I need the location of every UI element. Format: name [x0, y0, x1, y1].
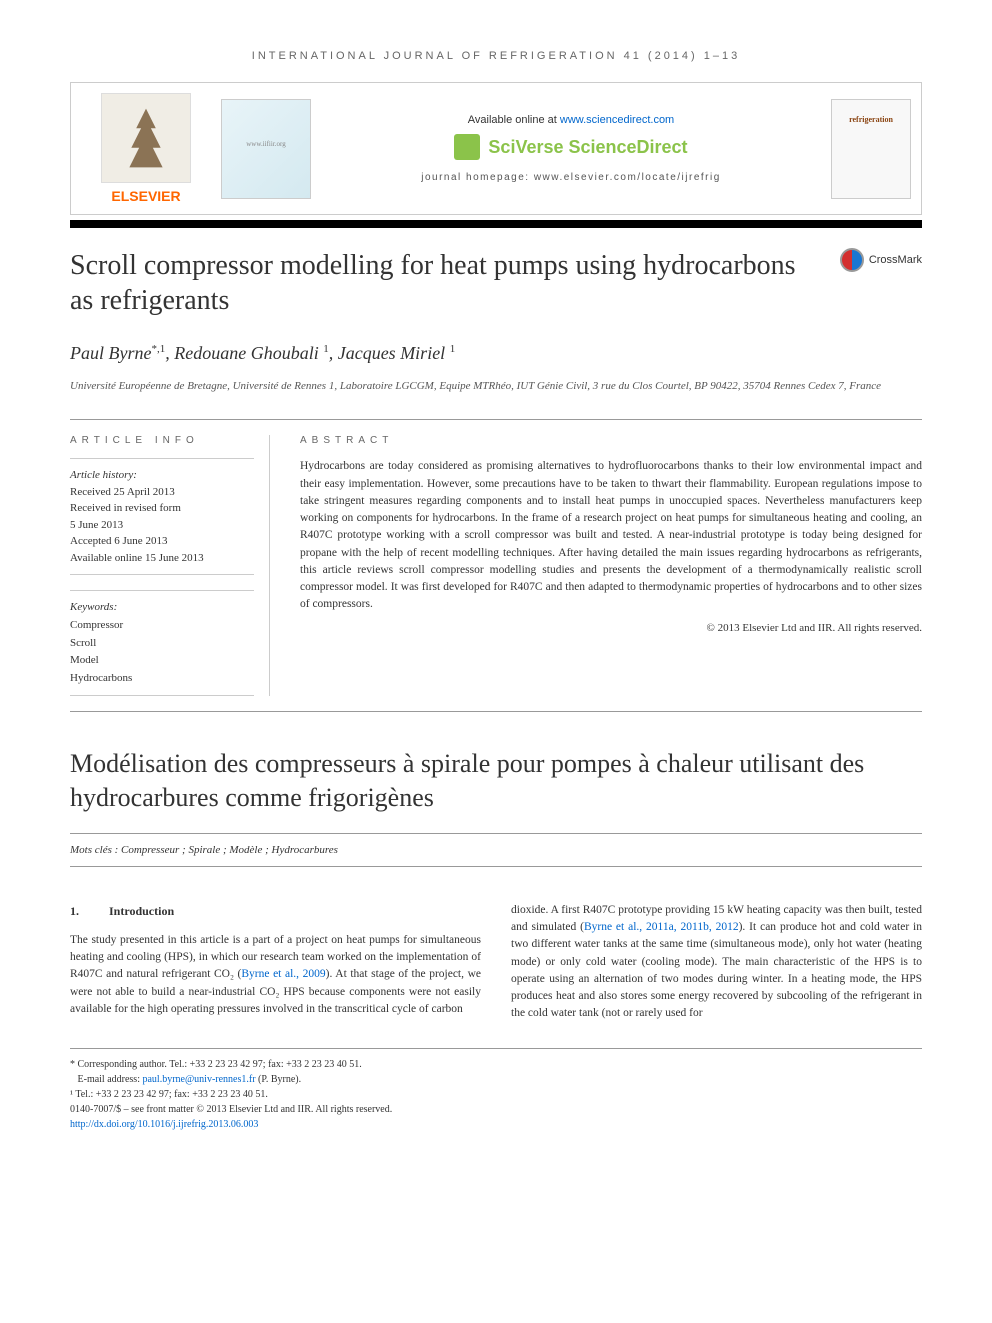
crossmark-label: CrossMark — [869, 254, 922, 266]
journal-running-header: INTERNATIONAL JOURNAL OF REFRIGERATION 4… — [70, 50, 922, 62]
abstract-copyright: © 2013 Elsevier Ltd and IIR. All rights … — [300, 622, 922, 634]
journal-homepage-label: journal homepage: www.elsevier.com/locat… — [311, 172, 831, 183]
body-column-right: dioxide. A first R407C prototype providi… — [511, 902, 922, 1023]
corresponding-author-note: * Corresponding author. Tel.: +33 2 23 2… — [70, 1057, 922, 1072]
keyword-1: Compressor — [70, 619, 123, 631]
author-2: Redouane Ghoubali — [174, 343, 318, 363]
intro-para-right: dioxide. A first R407C prototype providi… — [511, 902, 922, 1023]
intro-para-left: The study presented in this article is a… — [70, 932, 481, 1018]
french-title: Modélisation des compresseurs à spirale … — [70, 747, 922, 815]
abstract-label: ABSTRACT — [300, 435, 922, 446]
author-2-sup: 1 — [323, 343, 329, 355]
received-date: Received 25 April 2013 — [70, 486, 175, 498]
footnotes: * Corresponding author. Tel.: +33 2 23 2… — [70, 1048, 922, 1132]
body-column-left: 1. Introduction The study presented in th… — [70, 902, 481, 1023]
iir-logo-block: www.iifiir.org — [221, 99, 311, 199]
sciverse-icon — [454, 134, 480, 160]
sciencedirect-link[interactable]: www.sciencedirect.com — [560, 114, 674, 126]
publisher-banner: ELSEVIER www.iifiir.org Available online… — [70, 82, 922, 215]
email-author-suffix: (P. Byrne). — [256, 1074, 302, 1085]
title-rule — [70, 220, 922, 228]
mots-cles: Mots clés : Compresseur ; Spirale ; Modè… — [70, 833, 922, 867]
crossmark-icon — [840, 248, 864, 272]
body-columns: 1. Introduction The study presented in th… — [70, 902, 922, 1023]
keywords-heading: Keywords: — [70, 601, 117, 613]
body-text-2b: ). It can produce hot and cold water in … — [511, 921, 922, 1019]
banner-center: Available online at www.sciencedirect.co… — [311, 114, 831, 183]
available-label: Available online at — [468, 114, 560, 126]
available-online-text: Available online at www.sciencedirect.co… — [311, 114, 831, 126]
abstract-column: ABSTRACT Hydrocarbons are today consider… — [300, 435, 922, 696]
revised-label: Received in revised form — [70, 502, 181, 514]
citation-byrne-2011[interactable]: Byrne et al., 2011a, 2011b, 2012 — [584, 921, 739, 933]
email-line: E-mail address: paul.byrne@univ-rennes1.… — [70, 1072, 922, 1087]
article-title: Scroll compressor modelling for heat pum… — [70, 248, 820, 318]
history-heading: Article history: — [70, 469, 137, 481]
author-email-link[interactable]: paul.byrne@univ-rennes1.fr — [142, 1074, 255, 1085]
abstract-text: Hydrocarbons are today considered as pro… — [300, 458, 922, 613]
footnote-1: ¹ Tel.: +33 2 23 23 42 97; fax: +33 2 23… — [70, 1087, 922, 1102]
online-date: Available online 15 June 2013 — [70, 552, 204, 564]
elsevier-label: ELSEVIER — [81, 188, 211, 204]
revised-date: 5 June 2013 — [70, 519, 123, 531]
section-1-heading: 1. Introduction — [70, 902, 481, 920]
author-3: Jacques Miriel — [338, 343, 445, 363]
section-number: 1. — [70, 902, 79, 920]
author-1-sup: *,1 — [151, 343, 165, 355]
crossmark-badge[interactable]: CrossMark — [840, 248, 922, 272]
author-3-sup: 1 — [450, 343, 456, 355]
email-label: E-mail address: — [78, 1074, 143, 1085]
sciverse-brand: SciVerse ScienceDirect — [454, 134, 687, 160]
accepted-date: Accepted 6 June 2013 — [70, 535, 167, 547]
keywords-block: Keywords: Compressor Scroll Model Hydroc… — [70, 590, 254, 696]
citation-byrne-2009[interactable]: Byrne et al., 2009 — [241, 968, 325, 980]
author-1: Paul Byrne — [70, 343, 151, 363]
authors-line: Paul Byrne*,1, Redouane Ghoubali 1, Jacq… — [70, 343, 922, 364]
journal-cover-thumb: refrigeration — [831, 99, 911, 199]
keyword-4: Hydrocarbons — [70, 672, 132, 684]
article-info-label: ARTICLE INFO — [70, 435, 254, 446]
section-title: Introduction — [109, 904, 174, 918]
issn-line: 0140-7007/$ – see front matter © 2013 El… — [70, 1102, 922, 1117]
keyword-2: Scroll — [70, 637, 96, 649]
title-row: Scroll compressor modelling for heat pum… — [70, 248, 922, 318]
doi-link[interactable]: http://dx.doi.org/10.1016/j.ijrefrig.201… — [70, 1119, 258, 1130]
elsevier-tree-icon — [101, 93, 191, 183]
affiliation: Université Européenne de Bretagne, Unive… — [70, 379, 922, 394]
keyword-3: Model — [70, 654, 99, 666]
sciverse-text: SciVerse ScienceDirect — [488, 137, 687, 158]
info-abstract-row: ARTICLE INFO Article history: Received 2… — [70, 419, 922, 712]
elsevier-logo-block: ELSEVIER — [81, 93, 211, 204]
article-info-column: ARTICLE INFO Article history: Received 2… — [70, 435, 270, 696]
article-history: Article history: Received 25 April 2013 … — [70, 458, 254, 575]
